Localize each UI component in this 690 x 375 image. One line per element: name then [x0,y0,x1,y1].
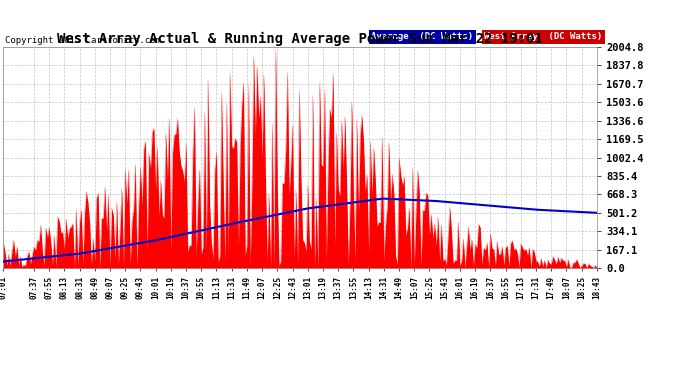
Title: West Array Actual & Running Average Power Sun Mar 22 19:01: West Array Actual & Running Average Powe… [57,32,543,46]
Text: Copyright 2015 Cartronics.com: Copyright 2015 Cartronics.com [5,36,161,45]
Text: Average  (DC Watts): Average (DC Watts) [371,32,473,41]
Text: West Array  (DC Watts): West Array (DC Watts) [484,32,602,41]
